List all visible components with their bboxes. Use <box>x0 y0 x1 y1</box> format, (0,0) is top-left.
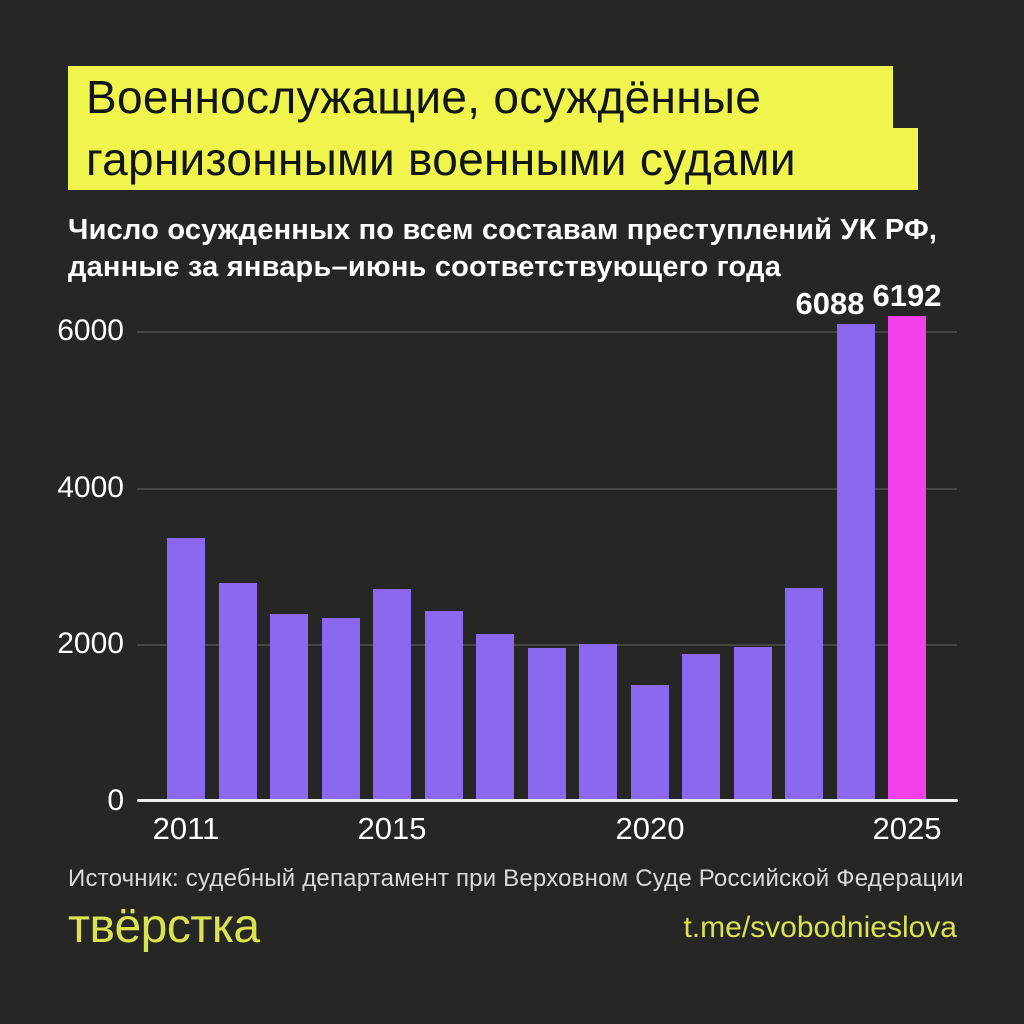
bar-2022 <box>734 647 772 801</box>
subtitle-line-2: данные за январь–июнь соответствующего г… <box>68 251 782 283</box>
bar-2023 <box>785 588 823 801</box>
bar-2018 <box>528 648 566 801</box>
title-line-2: гарнизонными военными судами <box>68 128 918 190</box>
bar-2016 <box>425 611 463 801</box>
bar-2024 <box>837 324 875 801</box>
source-caption: Источник: судебный департамент при Верхо… <box>68 865 964 892</box>
bar-value-label-2025: 6192 <box>872 278 942 313</box>
x-tick-label-2011: 2011 <box>152 811 220 846</box>
x-tick-label-2020: 2020 <box>615 811 685 846</box>
chart-subtitle: Число осужденных по всем составам престу… <box>68 212 937 286</box>
bar-value-label-2024: 6088 <box>795 286 865 321</box>
y-tick-label-2000: 2000 <box>57 627 124 660</box>
gridline-2000 <box>137 644 957 646</box>
bar-2021 <box>682 654 720 801</box>
x-axis-line <box>137 799 958 802</box>
y-tick-label-6000: 6000 <box>57 314 124 347</box>
bar-2017 <box>476 634 514 801</box>
subtitle-line-1: Число осужденных по всем составам престу… <box>68 214 938 246</box>
telegram-link: t.me/svobodnieslova <box>683 911 958 944</box>
x-tick-label-2025: 2025 <box>872 811 942 846</box>
bar-2025 <box>888 316 926 801</box>
bar-2019 <box>579 644 617 801</box>
bar-2013 <box>270 614 308 801</box>
verstka-logo: твёрстка <box>68 900 260 953</box>
x-tick-label-2015: 2015 <box>357 811 427 846</box>
bar-2011 <box>167 538 205 801</box>
gridline-4000 <box>137 488 957 490</box>
y-tick-label-0: 0 <box>107 784 124 817</box>
bar-2014 <box>322 618 360 801</box>
bar-2015 <box>373 589 411 801</box>
bar-2012 <box>219 583 257 801</box>
bar-2020 <box>631 685 669 801</box>
page-title: Военнослужащие, осуждённые гарнизонными … <box>68 66 918 190</box>
title-line-1: Военнослужащие, осуждённые <box>68 66 893 128</box>
gridline-6000 <box>137 331 957 333</box>
y-tick-label-4000: 4000 <box>57 471 124 504</box>
